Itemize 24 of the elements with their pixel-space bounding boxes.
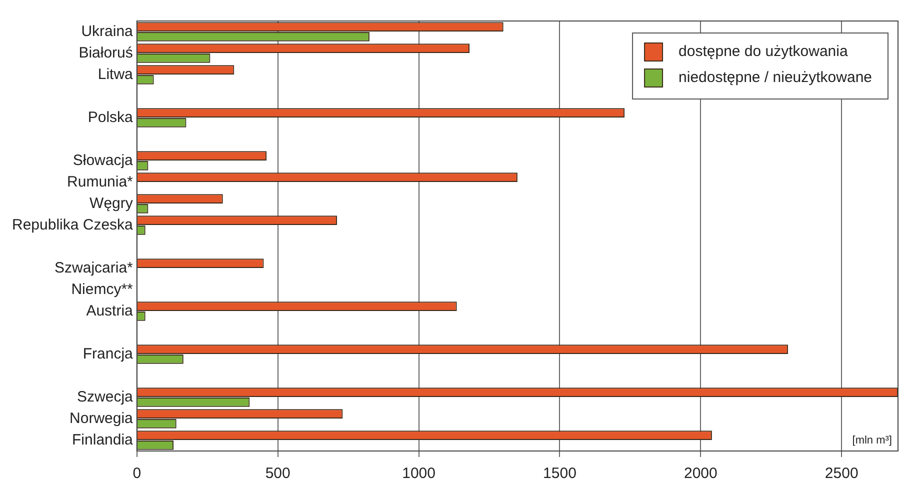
legend-label: dostępne do użytkowania	[678, 43, 848, 60]
y-tick-label: Norwegia	[70, 410, 134, 427]
y-tick-label: Austria	[86, 302, 134, 320]
y-tick-label: Republika Czeska	[12, 216, 134, 234]
y-tick-label: Węgry	[90, 194, 134, 212]
y-tick-label: Polska	[88, 108, 134, 126]
x-tick-label: 2500	[824, 465, 858, 482]
legend-label: niedostępne / nieużytkowane	[678, 69, 872, 86]
x-tick-label: 0	[132, 465, 142, 482]
y-tick-label: Szwajcaria*	[54, 259, 134, 276]
annotation: [mln m³]	[852, 434, 892, 447]
x-tick-label: 500	[265, 465, 290, 482]
y-tick-label: Litwa	[98, 66, 134, 83]
y-tick-label: Szwecja	[77, 388, 134, 406]
x-tick-label: 1000	[402, 465, 436, 482]
y-tick-label: Słowacja	[72, 152, 134, 169]
y-tick-label: Białoruś	[78, 44, 133, 62]
y-tick-label: Niemcy**	[71, 280, 134, 298]
y-tick-label: Finlandia	[72, 431, 134, 448]
y-tick-label: Rumunia*	[67, 173, 134, 190]
y-tick-label: Francja	[82, 345, 134, 362]
y-tick-label: Ukraina	[81, 22, 134, 40]
x-tick-label: 2000	[684, 465, 718, 482]
x-tick-label: 1500	[543, 465, 576, 482]
